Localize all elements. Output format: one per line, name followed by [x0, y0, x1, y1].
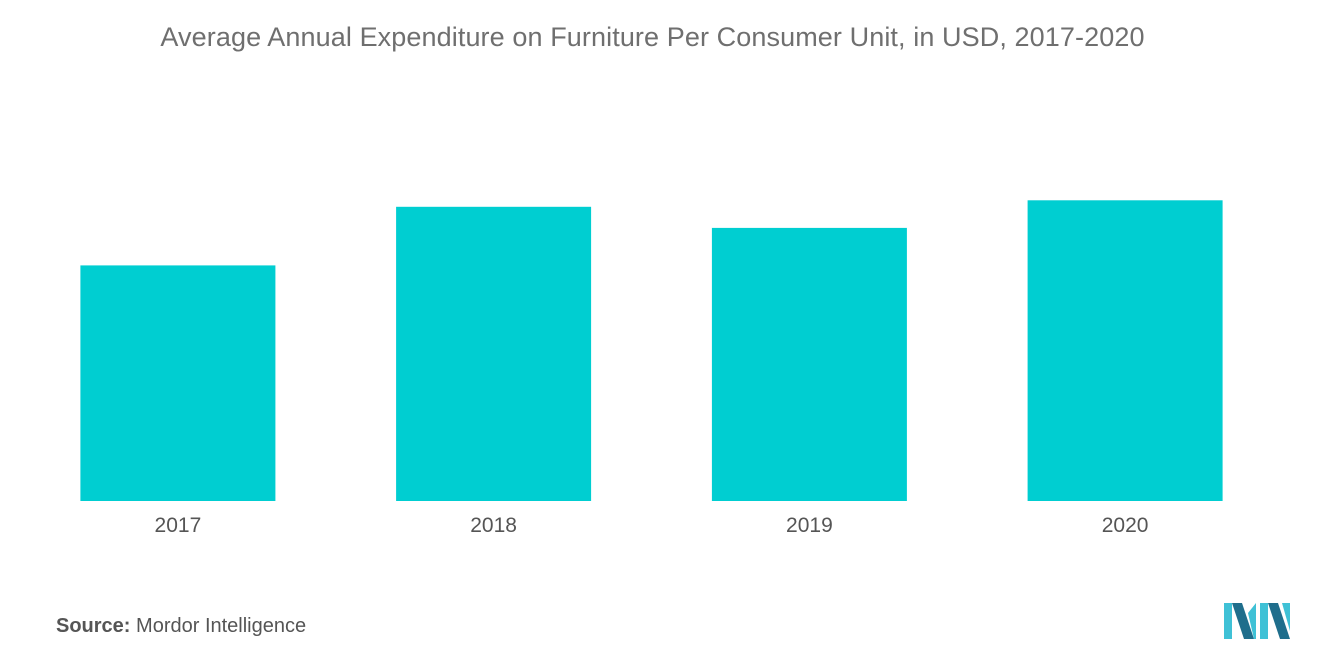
source-line: Source: Mordor Intelligence [56, 615, 306, 638]
bar-2017 [80, 265, 276, 501]
logo-shape-3 [1248, 603, 1256, 639]
bars-group [80, 200, 1223, 502]
logo-shape-5 [1268, 603, 1290, 639]
mordor-intelligence-logo-icon [1224, 603, 1290, 639]
bar-2018 [396, 206, 592, 502]
x-tick-label-2019: 2019 [786, 514, 833, 537]
chart-title: Average Annual Expenditure on Furniture … [160, 22, 1145, 52]
logo-shape-4 [1260, 603, 1268, 639]
bar-2020 [1027, 200, 1223, 502]
source-text: Mordor Intelligence [136, 615, 307, 637]
logo-shape-2 [1232, 603, 1254, 639]
x-tick-label-2018: 2018 [470, 514, 517, 537]
logo-shape-6 [1282, 603, 1290, 631]
source-label: Source: [56, 615, 131, 637]
bar-2019 [711, 227, 907, 501]
x-tick-label-2017: 2017 [155, 514, 202, 537]
x-tick-label-2020: 2020 [1102, 514, 1149, 537]
x-axis-ticks: 2017 2018 2019 2020 [155, 514, 1149, 537]
logo-shape-1 [1224, 603, 1232, 639]
